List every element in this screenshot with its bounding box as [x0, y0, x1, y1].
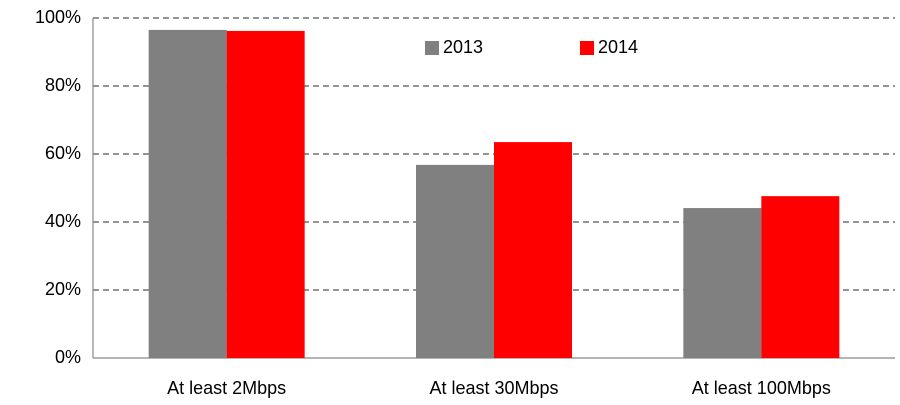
bar	[416, 164, 494, 358]
bar	[226, 30, 305, 358]
y-tick-label: 20%	[45, 279, 81, 299]
bar	[761, 196, 840, 358]
y-tick-label: 40%	[45, 211, 81, 231]
legend-swatch	[425, 41, 439, 55]
legend-swatch	[580, 41, 594, 55]
y-tick-label: 80%	[45, 75, 81, 95]
bar	[683, 208, 762, 358]
bar	[494, 142, 572, 358]
y-tick-label: 60%	[45, 143, 81, 163]
x-tick-label: At least 2Mbps	[167, 378, 286, 398]
x-tick-label: At least 30Mbps	[429, 378, 558, 398]
y-tick-label: 0%	[55, 347, 81, 367]
legend-label: 2013	[443, 37, 483, 57]
x-tick-label: At least 100Mbps	[692, 378, 831, 398]
legend-label: 2014	[598, 37, 638, 57]
y-tick-label: 100%	[35, 7, 81, 27]
bar	[148, 29, 227, 359]
